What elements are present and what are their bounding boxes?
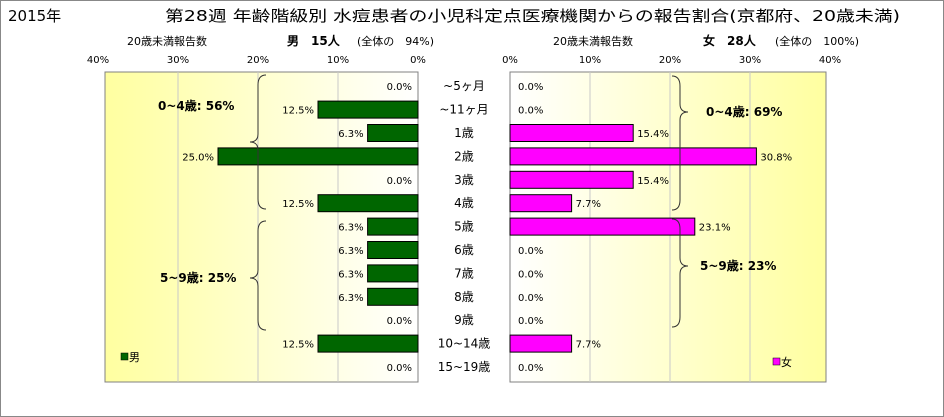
female-tick-label: 10% [579, 55, 601, 66]
age-category-label: 4歳 [454, 196, 474, 210]
female-value-label: 7.7% [576, 199, 601, 210]
male-tick-label: 10% [327, 55, 349, 66]
female-group-5-9-label: 5~9歳: 23% [700, 258, 776, 273]
female-value-label: 23.1% [699, 223, 731, 234]
male-value-label: 0.0% [387, 316, 412, 327]
male-value-label: 0.0% [387, 363, 412, 374]
male-bar [367, 241, 419, 259]
male-tick-label: 30% [167, 55, 189, 66]
female-value-label: 0.0% [518, 82, 543, 93]
age-category-label: ~11ヶ月 [439, 103, 488, 117]
female-bar [509, 217, 696, 236]
male-bar [317, 334, 419, 353]
male-brace-5-9 [249, 220, 267, 331]
male-value-label: 12.5% [282, 199, 314, 210]
female-tick-label: 40% [819, 55, 841, 66]
female-heading: 女 28人 [703, 33, 757, 48]
male-group-5-9-label: 5~9歳: 25% [160, 270, 236, 285]
female-value-label: 0.0% [518, 246, 543, 257]
male-bar [367, 124, 419, 142]
male-tick-label: 20% [247, 55, 269, 66]
male-axis-title: 20歳未満報告数 [127, 35, 207, 48]
age-category-label: 6歳 [454, 243, 474, 257]
male-heading: 男 15人 [287, 33, 341, 48]
male-bar [367, 264, 419, 283]
age-category-label: ~5ヶ月 [443, 79, 485, 93]
male-value-label: 25.0% [182, 152, 214, 163]
male-share: (全体の 94%) [357, 34, 434, 48]
male-value-label: 12.5% [282, 106, 314, 117]
male-value-label: 6.3% [338, 269, 363, 280]
age-category-label: 3歳 [454, 173, 474, 187]
female-legend-swatch [772, 357, 781, 366]
age-category-label: 1歳 [454, 126, 474, 140]
male-bar [367, 287, 419, 306]
male-tick-label: 40% [87, 55, 109, 66]
female-axis-title: 20歳未満報告数 [553, 35, 633, 48]
female-tick-label: 20% [659, 55, 681, 66]
male-value-label: 12.5% [282, 340, 314, 351]
male-value-label: 6.3% [338, 246, 363, 257]
female-bar [509, 334, 573, 353]
female-bar [509, 124, 634, 142]
male-bar [217, 147, 419, 166]
male-bar [317, 100, 419, 119]
age-category-label: 7歳 [454, 266, 474, 280]
male-bar [367, 217, 419, 236]
age-category-label: 10~14歳 [438, 337, 491, 351]
female-bar [509, 194, 573, 213]
male-brace-0-4 [249, 74, 267, 210]
age-category-label: 2歳 [454, 149, 474, 163]
female-bar [509, 170, 634, 189]
male-value-label: 0.0% [387, 82, 412, 93]
female-value-label: 15.4% [637, 129, 669, 140]
age-category-label: 8歳 [454, 290, 474, 304]
female-bar [509, 147, 757, 166]
female-value-label: 0.0% [518, 293, 543, 304]
female-share: (全体の 100%) [775, 34, 859, 48]
male-group-0-4-label: 0~4歳: 56% [158, 98, 234, 113]
female-tick-label: 30% [739, 55, 761, 66]
chart-title: 第28週 年齢階級別 水痘患者の小児科定点医療機関からの報告割合(京都府、20歳… [165, 7, 900, 25]
female-value-label: 30.8% [760, 152, 792, 163]
male-plot-area [104, 71, 419, 383]
age-category-label: 9歳 [454, 313, 474, 327]
female-value-label: 7.7% [576, 340, 601, 351]
female-value-label: 0.0% [518, 316, 543, 327]
female-value-label: 0.0% [518, 363, 543, 374]
age-category-label: 5歳 [454, 220, 474, 234]
male-legend-swatch [120, 352, 129, 361]
male-bar [317, 194, 419, 213]
female-value-label: 0.0% [518, 269, 543, 280]
female-brace-0-4 [671, 75, 689, 211]
female-value-label: 15.4% [637, 176, 669, 187]
male-value-label: 6.3% [338, 293, 363, 304]
male-legend-label: 男 [129, 351, 140, 364]
male-value-label: 6.3% [338, 129, 363, 140]
female-group-0-4-label: 0~4歳: 69% [706, 104, 782, 119]
year-label: 2015年 [8, 7, 61, 25]
female-brace-5-9 [671, 218, 689, 328]
male-value-label: 6.3% [338, 223, 363, 234]
male-value-label: 0.0% [387, 176, 412, 187]
age-category-label: 15~19歳 [438, 360, 491, 374]
male-tick-label: 0% [410, 55, 426, 66]
female-legend-label: 女 [781, 355, 792, 369]
female-value-label: 0.0% [518, 106, 543, 117]
female-tick-label: 0% [502, 55, 518, 66]
